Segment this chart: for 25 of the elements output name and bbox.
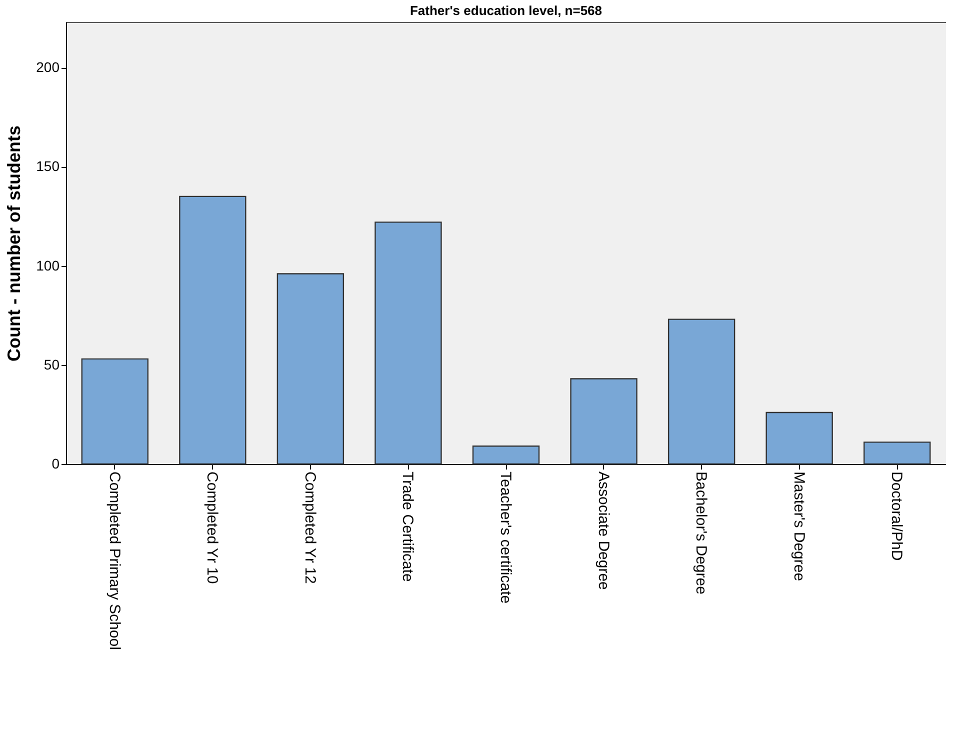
bar xyxy=(668,318,736,465)
x-tick-label: Doctoral/PhD xyxy=(888,472,906,561)
bar xyxy=(472,446,540,465)
chart-title: Father's education level, n=568 xyxy=(410,3,602,18)
bar xyxy=(276,273,344,465)
bar xyxy=(864,442,931,465)
bar xyxy=(374,222,442,465)
bar xyxy=(81,358,148,465)
y-tick-label: 100 xyxy=(36,257,60,274)
x-tick-label: Trade Certificate xyxy=(399,472,416,582)
x-tick-label: Bachelor's Degree xyxy=(692,472,710,594)
x-tick-label: Completed Primary School xyxy=(106,472,123,650)
x-tick-label: Completed Yr 10 xyxy=(204,472,221,584)
bar xyxy=(570,378,638,465)
y-tick-label: 150 xyxy=(36,158,60,174)
x-tick-label: Teacher's certificate xyxy=(497,472,514,604)
y-tick-label: 50 xyxy=(44,356,60,372)
bar xyxy=(179,196,246,465)
x-tick-label: Completed Yr 12 xyxy=(301,472,318,584)
y-tick-label: 200 xyxy=(36,59,60,76)
y-axis-title: Count - number of students xyxy=(4,126,24,362)
y-tick-label: 0 xyxy=(52,456,60,472)
x-tick-label: Associate Degree xyxy=(594,472,612,590)
x-tick-label: Master's Degree xyxy=(790,472,808,582)
bar xyxy=(766,412,833,465)
